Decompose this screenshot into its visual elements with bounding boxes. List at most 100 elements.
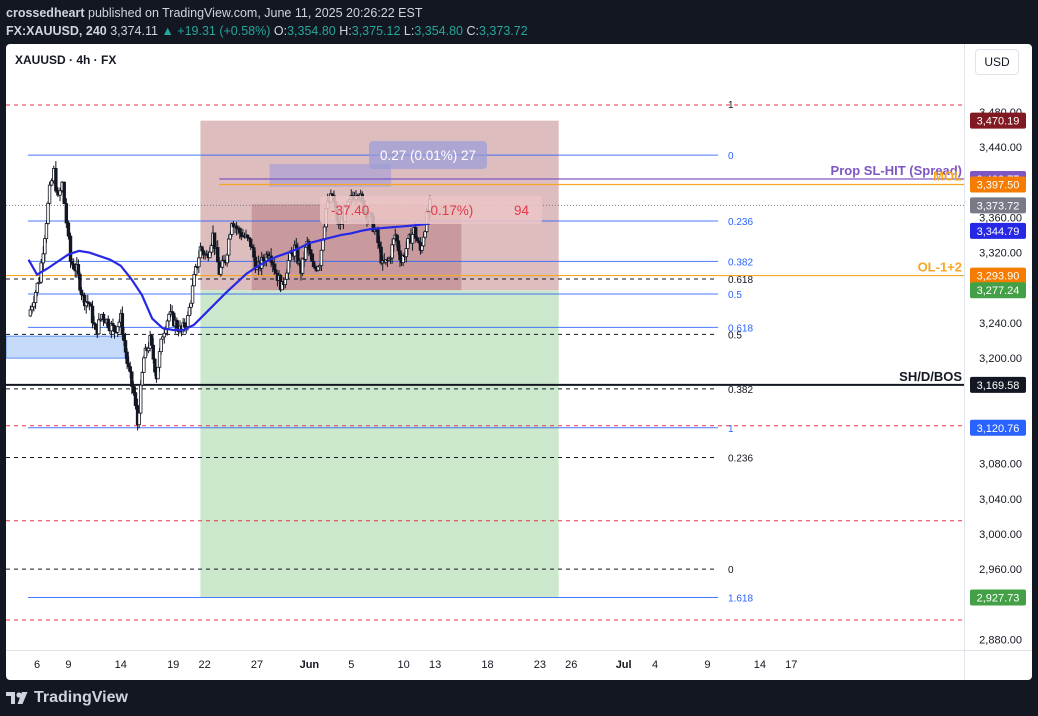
fib-label: 0.382 xyxy=(728,257,753,268)
last-price: 3,374.11 xyxy=(110,24,158,38)
price-tag-box xyxy=(970,267,1026,284)
time-axis-tick: 26 xyxy=(565,659,577,671)
candle-body xyxy=(71,263,76,270)
symbol-interval: FX:XAUUSD, 240 xyxy=(6,24,107,38)
candle-body xyxy=(117,321,121,328)
fib-label: 1 xyxy=(728,424,734,435)
candle-body xyxy=(300,257,305,274)
candle-body xyxy=(32,302,36,308)
candle-body xyxy=(227,238,231,256)
tradingview-logo-icon[interactable] xyxy=(6,690,28,706)
candle-body xyxy=(122,333,126,341)
candle-body xyxy=(396,240,401,252)
price-axis-tick: 2,960.00 xyxy=(979,564,1022,576)
candle-body xyxy=(285,272,289,280)
candle-body xyxy=(151,344,155,360)
candle-body xyxy=(120,313,125,335)
time-axis-tick: 4 xyxy=(652,659,658,671)
take-profit-zone xyxy=(200,290,559,598)
candle-body xyxy=(249,238,253,247)
candle-body xyxy=(238,228,242,234)
candle-body xyxy=(93,323,98,330)
price-tag-box xyxy=(970,197,1026,214)
candle-body xyxy=(272,264,276,271)
candle-body xyxy=(377,242,382,248)
candle-body xyxy=(192,274,196,287)
time-axis-tick: 18 xyxy=(481,659,493,671)
time-axis-tick: Jun xyxy=(300,659,320,671)
publisher-name[interactable]: crossedheart xyxy=(6,6,85,20)
measure-bottom-box xyxy=(320,196,542,224)
chart-symbol-title: XAUUSD · 4h · FX xyxy=(15,53,117,67)
candle-body xyxy=(404,248,408,258)
tradingview-brand[interactable]: TradingView xyxy=(34,689,128,706)
currency-button[interactable]: USD xyxy=(975,49,1019,75)
price-axis-tick: 3,240.00 xyxy=(979,318,1022,330)
candle-body xyxy=(304,246,308,260)
candle-body xyxy=(322,226,327,240)
candle-body xyxy=(49,180,54,186)
candle-body xyxy=(208,251,212,259)
candle-body xyxy=(283,278,287,285)
price-chart[interactable]: 0.6180.50.3820.236000.2360.3820.50.61811… xyxy=(6,44,1032,680)
fib-label: 1.618 xyxy=(728,593,753,604)
price-tag-label: 3,373.72 xyxy=(977,200,1020,212)
fib-dashed-label: 0.618 xyxy=(728,275,753,286)
horizontal-level-label: MOL xyxy=(933,169,962,184)
open-value: 3,354.80 xyxy=(287,24,336,38)
time-axis-tick: 9 xyxy=(704,659,710,671)
candle-body xyxy=(139,384,143,414)
price-tag-label: 3,470.19 xyxy=(977,116,1020,128)
candle-body xyxy=(421,236,426,247)
candle-body xyxy=(64,203,69,224)
published-text: published on TradingView.com, June 11, 2… xyxy=(88,6,423,20)
candle-body xyxy=(128,366,132,373)
candle-body xyxy=(90,305,95,324)
candle-body xyxy=(159,338,163,353)
price-tag-label: 2,927.73 xyxy=(977,592,1020,604)
price-tag-label: 3,344.79 xyxy=(977,226,1020,238)
close-value: 3,373.72 xyxy=(479,24,528,38)
price-tag-box xyxy=(970,376,1026,393)
fib-dashed-label: 0.236 xyxy=(728,453,753,464)
demand-zone xyxy=(6,335,126,359)
price-axis-tick: 3,040.00 xyxy=(979,494,1022,506)
candle-body xyxy=(219,266,223,275)
fib-label: 0 xyxy=(728,151,734,162)
time-axis-tick: 6 xyxy=(34,659,40,671)
candle-body xyxy=(197,257,201,268)
price-tag-label: 3,293.90 xyxy=(977,271,1020,283)
chart-panel[interactable]: 0.618 0.5 0.382 0.236 0 0 0.236 0.382 0.5 0.618 1 1… xyxy=(6,44,1032,680)
candle-body xyxy=(406,238,410,250)
candle-body xyxy=(186,315,190,327)
candle-body xyxy=(33,292,38,304)
candle-body xyxy=(420,245,424,251)
moving-average-line xyxy=(27,222,431,332)
low-label: L: xyxy=(403,24,415,38)
time-axis-tick: 14 xyxy=(115,659,127,671)
candle-body xyxy=(286,260,291,274)
candle-body xyxy=(28,309,33,317)
candle-body xyxy=(274,269,278,274)
candle-body xyxy=(46,202,50,224)
candle-body xyxy=(423,231,427,238)
candle-body xyxy=(228,233,232,240)
price-tag-label: 3,120.76 xyxy=(977,423,1020,435)
candle-body xyxy=(142,357,146,373)
price-tag-box xyxy=(970,282,1026,299)
measure-bottom-label-b: -0.17%) xyxy=(426,203,473,218)
candle-body xyxy=(62,181,66,204)
horizontal-level-label: Prop SL-HIT (Spread) xyxy=(831,163,962,178)
measure-label-box xyxy=(369,141,487,169)
candle-body xyxy=(101,313,106,321)
measure-top-label: 0.27 (0.01%) 27 xyxy=(380,148,476,163)
candle-body xyxy=(125,351,129,364)
fib-label: 0.236 xyxy=(728,217,753,228)
candle-body xyxy=(252,247,256,258)
candle-body xyxy=(376,229,380,244)
candle-body xyxy=(316,266,320,271)
candle-body xyxy=(308,249,313,255)
candle-body xyxy=(150,335,154,346)
fib-label: 0.5 xyxy=(728,290,742,301)
publisher-line: crossedheart published on TradingView.co… xyxy=(6,4,1036,22)
